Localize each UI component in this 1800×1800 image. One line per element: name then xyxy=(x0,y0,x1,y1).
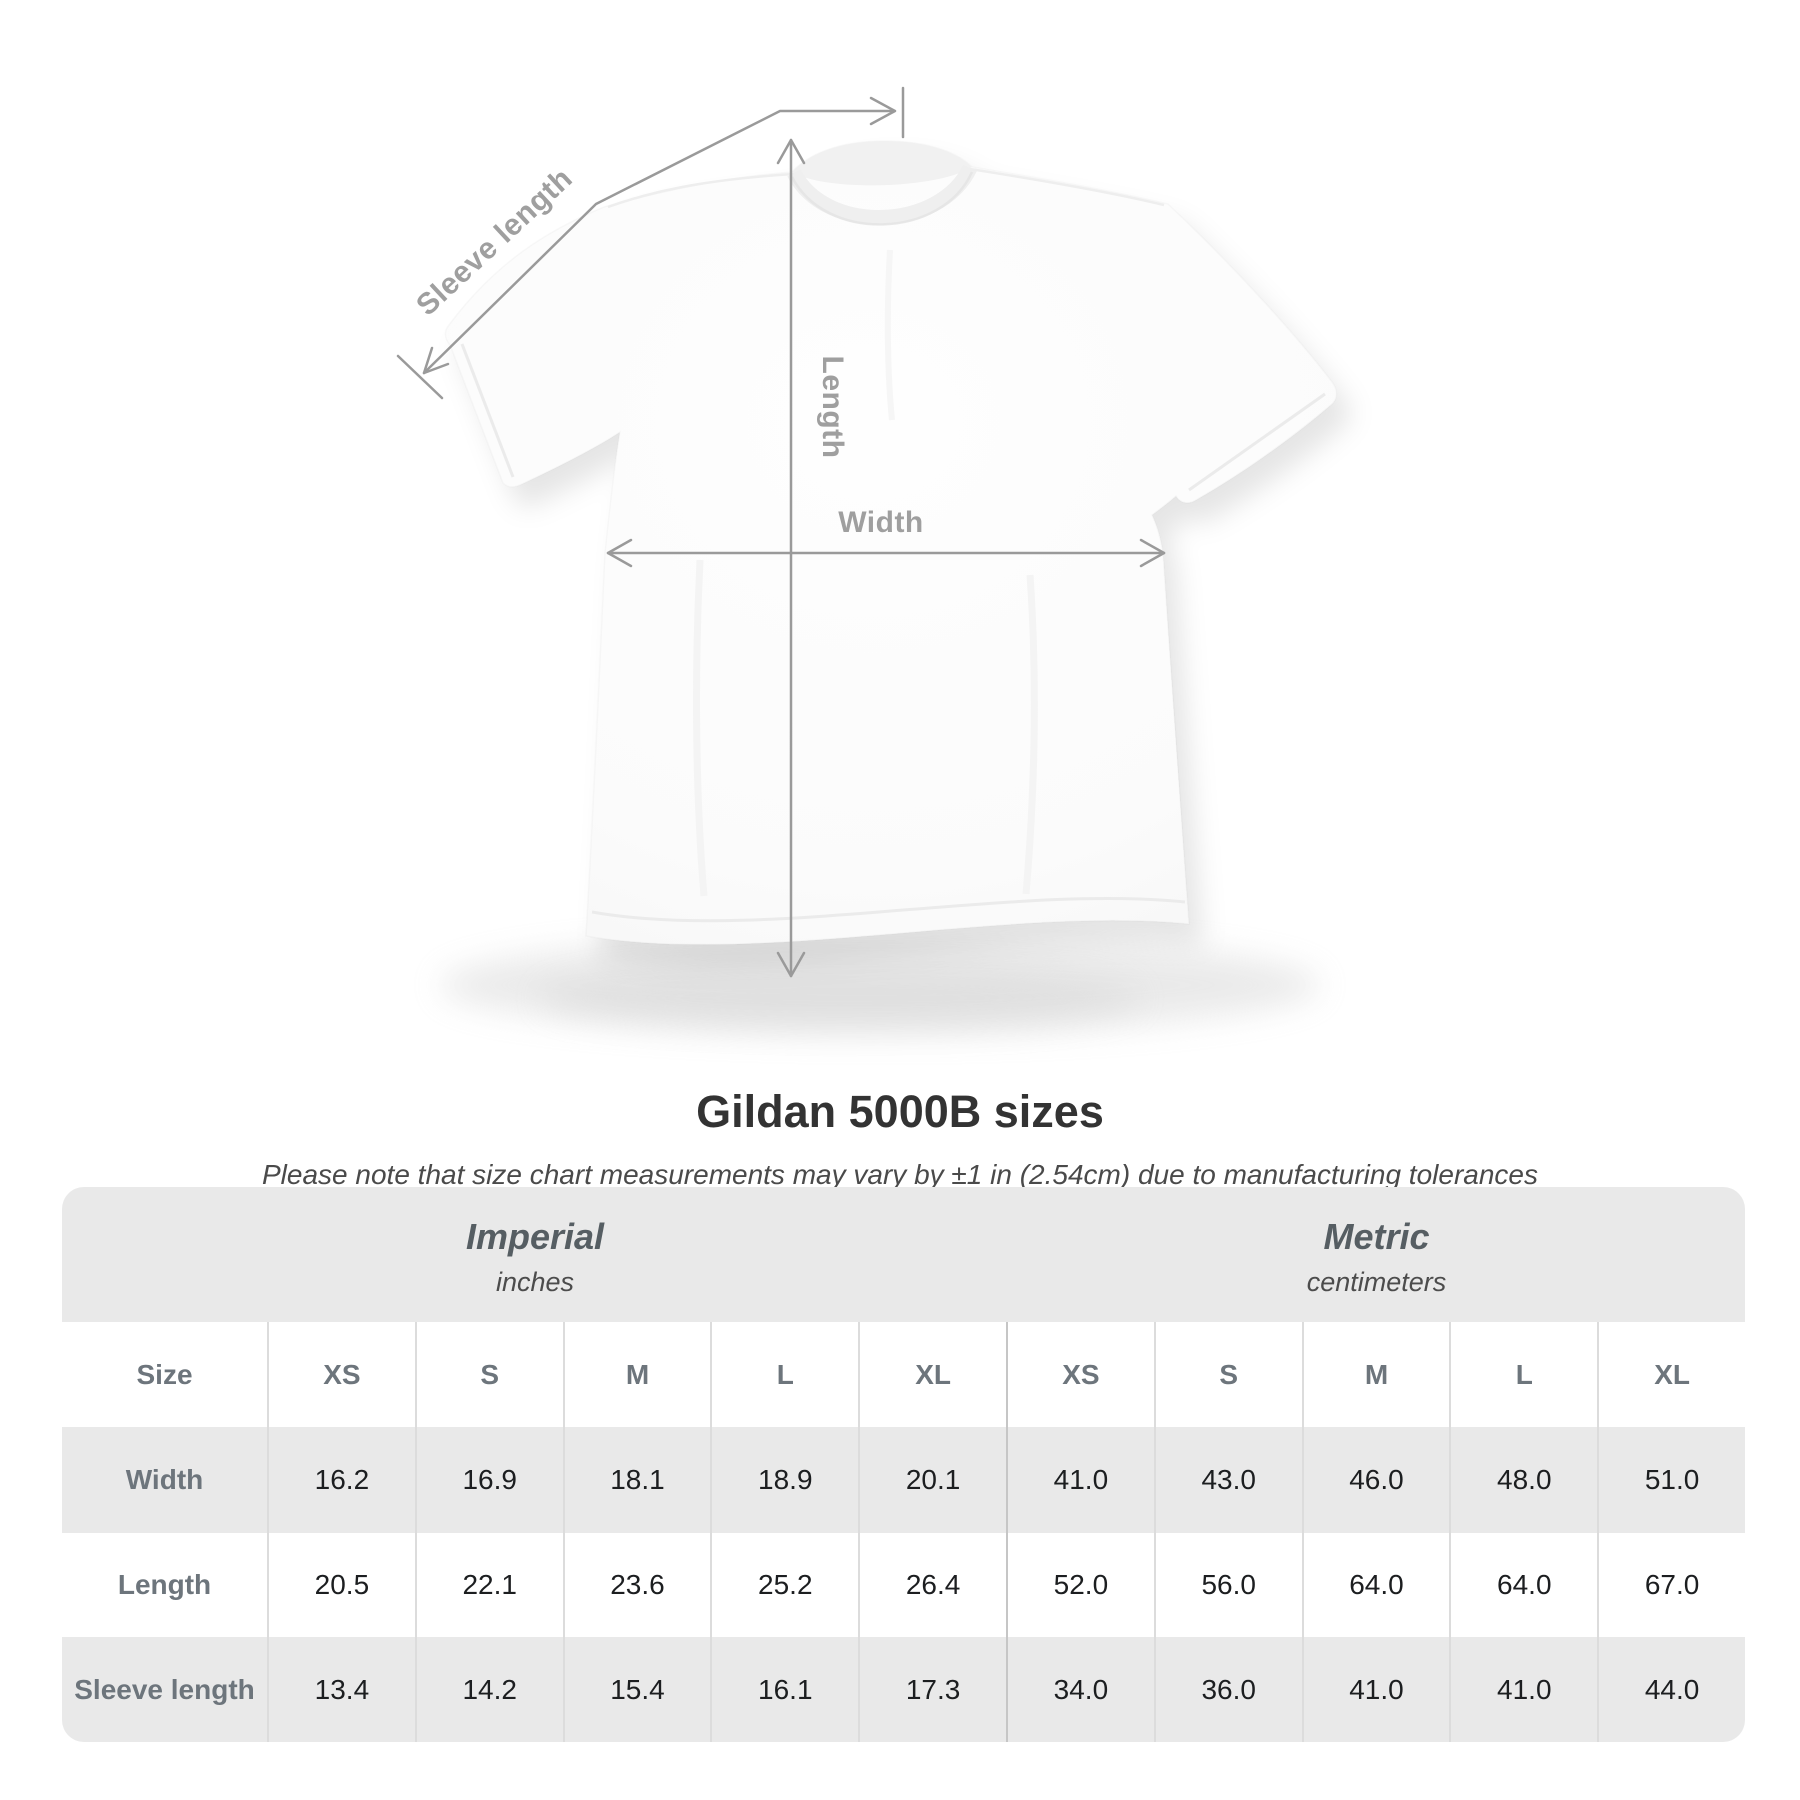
size-header-imperial-m: M xyxy=(562,1322,711,1427)
value-cell: 43.0 xyxy=(1153,1427,1302,1533)
arrowhead-left-icon xyxy=(606,538,633,568)
tshirt-illustration xyxy=(445,141,1337,945)
arrowhead-right-icon xyxy=(1139,538,1166,568)
arrowhead-sleeve-icon xyxy=(422,346,450,375)
arrowhead-down-icon xyxy=(776,951,806,978)
value-cell: 48.0 xyxy=(1449,1427,1597,1533)
sleeve-length-dimension-line xyxy=(396,86,905,400)
tshirt-wrinkle xyxy=(693,559,708,897)
size-header-metric-xs: XS xyxy=(1006,1322,1154,1427)
row-label: Sleeve length xyxy=(74,1673,255,1705)
value-cell: 46.0 xyxy=(1301,1427,1450,1533)
value-cell: 13.4 xyxy=(267,1637,415,1742)
unit-group-imperial: Imperial inches xyxy=(62,1212,1008,1298)
page-title: Gildan 5000B sizes xyxy=(696,1086,1104,1137)
value-cell: 16.9 xyxy=(414,1427,563,1533)
value-cell: 41.0 xyxy=(1006,1427,1154,1533)
unit-group-unit: centimeters xyxy=(1306,1266,1447,1297)
tshirt-hem-seam xyxy=(591,897,1186,923)
tshirt-right-shoulder-seam xyxy=(969,167,1165,207)
value-cell: 14.2 xyxy=(414,1637,563,1742)
value-cell: 34.0 xyxy=(1006,1637,1154,1742)
table-row-width: Width 16.2 16.9 18.1 18.9 20.1 41.0 43.0… xyxy=(62,1427,1745,1533)
tshirt-left-cuff-seam xyxy=(460,343,515,478)
tshirt-right-cuff-seam xyxy=(1188,392,1326,492)
arrowhead-up-icon xyxy=(776,138,806,165)
tshirt-body xyxy=(445,141,1337,945)
tshirt-measurement-diagram: Sleeve length Length Width xyxy=(396,86,1337,1033)
value-cell: 26.4 xyxy=(858,1533,1006,1637)
tshirt-wrinkle xyxy=(884,249,895,421)
value-cell: 52.0 xyxy=(1006,1533,1154,1637)
size-col-header: Size xyxy=(136,1358,193,1390)
table-row-length: Length 20.5 22.1 23.6 25.2 26.4 52.0 56.… xyxy=(62,1533,1745,1637)
value-cell: 64.0 xyxy=(1449,1533,1597,1637)
tshirt-neckband-seam xyxy=(790,171,974,226)
tshirt-left-shoulder-seam xyxy=(607,172,795,209)
width-dimension-line xyxy=(606,538,1166,568)
size-header-imperial-l: L xyxy=(710,1322,858,1427)
value-cell: 25.2 xyxy=(710,1533,858,1637)
unit-group-band: Imperial inches Metric centimeters xyxy=(62,1187,1745,1322)
arrowhead-right-icon xyxy=(869,96,897,126)
tshirt-neckband xyxy=(787,164,977,225)
value-cell: 23.6 xyxy=(562,1533,711,1637)
value-cell: 44.0 xyxy=(1597,1637,1745,1742)
value-cell: 36.0 xyxy=(1153,1637,1302,1742)
value-cell: 18.9 xyxy=(710,1427,858,1533)
row-label: Length xyxy=(117,1569,212,1600)
unit-group-name: Metric xyxy=(1323,1215,1430,1257)
size-header-row: Size XS S M L XL XS S M L XL xyxy=(62,1322,1745,1427)
value-cell: 56.0 xyxy=(1153,1533,1302,1637)
size-header-imperial-xs: XS xyxy=(267,1322,415,1427)
length-label: Length xyxy=(816,356,849,459)
value-cell: 41.0 xyxy=(1449,1637,1597,1742)
size-header-metric-l: L xyxy=(1449,1322,1597,1427)
value-cell: 17.3 xyxy=(858,1637,1006,1742)
row-label: Width xyxy=(125,1464,204,1495)
tshirt-diagram-svg: Sleeve length Length Width xyxy=(396,86,1337,1033)
size-header-metric-xl: XL xyxy=(1597,1322,1745,1427)
sleeve-end-tick xyxy=(396,354,444,400)
size-header-imperial-s: S xyxy=(414,1322,563,1427)
value-cell: 16.2 xyxy=(267,1427,415,1533)
value-cell: 22.1 xyxy=(414,1533,563,1637)
size-table: Imperial inches Metric centimeters Size … xyxy=(62,1187,1745,1742)
value-cell: 18.1 xyxy=(562,1427,711,1533)
size-header-imperial-xl: XL xyxy=(858,1322,1006,1427)
value-cell: 16.1 xyxy=(710,1637,858,1742)
value-cell: 41.0 xyxy=(1301,1637,1450,1742)
shirt-ground-shadow xyxy=(440,937,1320,1033)
value-cell: 67.0 xyxy=(1597,1533,1745,1637)
unit-group-unit: inches xyxy=(495,1266,575,1297)
value-cell: 20.1 xyxy=(858,1427,1006,1533)
unit-group-metric: Metric centimeters xyxy=(1008,1212,1745,1298)
tolerance-note: Please note that size chart measurements… xyxy=(262,1159,1538,1190)
tshirt-back-collar xyxy=(792,141,972,186)
width-label: Width xyxy=(838,506,924,539)
tshirt-wrinkle xyxy=(1022,574,1038,895)
value-cell: 51.0 xyxy=(1597,1427,1745,1533)
table-row-sleeve-length: Sleeve length 13.4 14.2 15.4 16.1 17.3 3… xyxy=(62,1637,1745,1742)
value-cell: 20.5 xyxy=(267,1533,415,1637)
value-cell: 64.0 xyxy=(1301,1533,1450,1637)
size-header-metric-s: S xyxy=(1153,1322,1302,1427)
size-header-metric-m: M xyxy=(1301,1322,1450,1427)
length-dimension-line xyxy=(776,138,806,978)
value-cell: 15.4 xyxy=(562,1637,711,1742)
unit-group-name: Imperial xyxy=(465,1215,605,1257)
